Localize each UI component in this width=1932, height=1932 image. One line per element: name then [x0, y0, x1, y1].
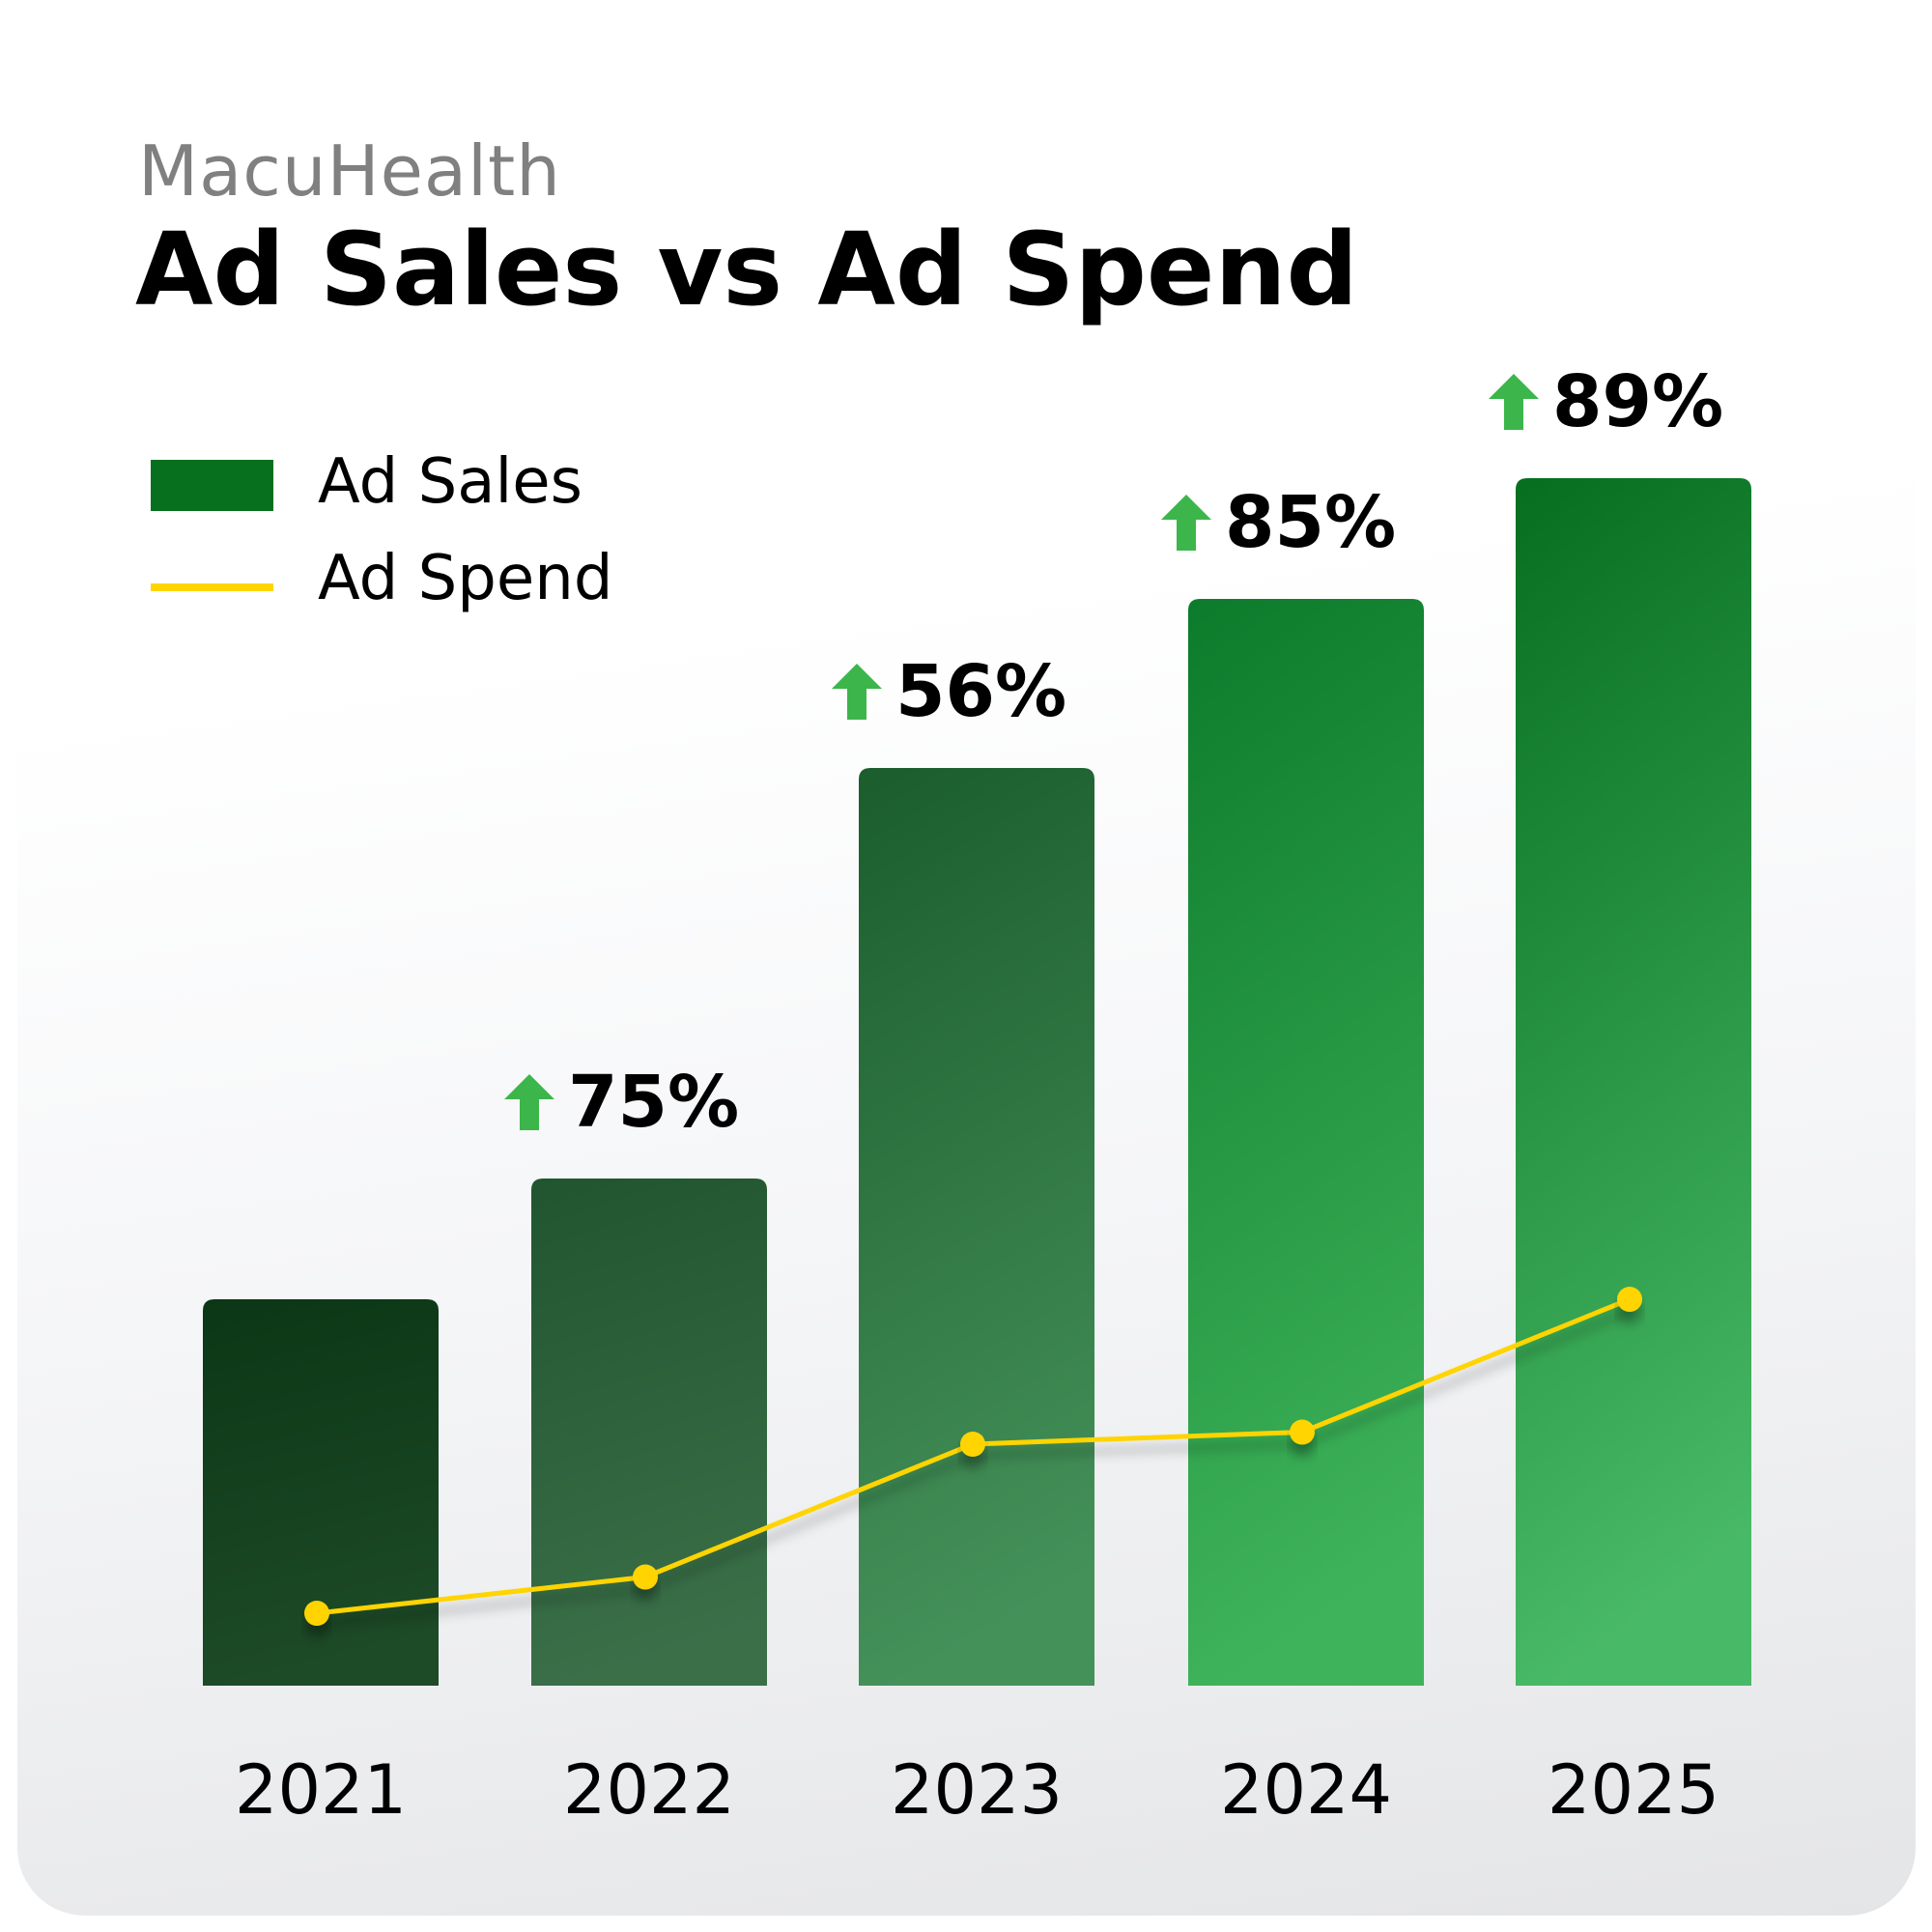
bar-ad-sales-2025	[1516, 478, 1751, 1686]
growth-label: 89%	[1489, 360, 1723, 443]
growth-label: 75%	[504, 1061, 739, 1144]
x-tick-label: 2024	[1219, 1750, 1393, 1830]
arrow-up-icon	[504, 1074, 554, 1130]
point-ad-spend-2025	[1617, 1287, 1642, 1312]
chart-title: Ad Sales vs Ad Spend	[135, 211, 1358, 328]
point-ad-spend-2024	[1290, 1419, 1315, 1445]
arrow-up-icon	[1161, 495, 1211, 551]
x-tick-label: 2021	[234, 1750, 408, 1830]
arrow-up-icon	[1489, 374, 1539, 430]
x-tick-label: 2025	[1547, 1750, 1720, 1830]
bar-ad-sales-2021	[203, 1299, 439, 1686]
growth-value: 56%	[895, 650, 1067, 733]
growth-value: 85%	[1225, 481, 1397, 564]
bar-ad-sales-2024	[1188, 599, 1424, 1686]
growth-label: 56%	[832, 650, 1066, 733]
point-ad-spend-2021	[304, 1601, 329, 1626]
legend-swatch-ad-sales	[151, 460, 273, 511]
growth-value: 89%	[1552, 360, 1724, 443]
bar-ad-sales-2023	[859, 768, 1094, 1686]
legend-label-ad-sales: Ad Sales	[318, 446, 582, 518]
legend-swatch-ad-spend	[151, 583, 273, 591]
point-ad-spend-2023	[960, 1432, 985, 1457]
legend-label-ad-spend: Ad Spend	[318, 543, 613, 614]
arrow-up-icon	[832, 664, 882, 720]
point-ad-spend-2022	[633, 1564, 658, 1590]
growth-value: 75%	[568, 1061, 740, 1144]
growth-label: 85%	[1161, 481, 1396, 564]
x-tick-label: 2022	[562, 1750, 736, 1830]
bar-ad-sales-2022	[531, 1179, 767, 1686]
x-tick-label: 2023	[890, 1750, 1064, 1830]
brand-name: MacuHealth	[138, 130, 561, 212]
